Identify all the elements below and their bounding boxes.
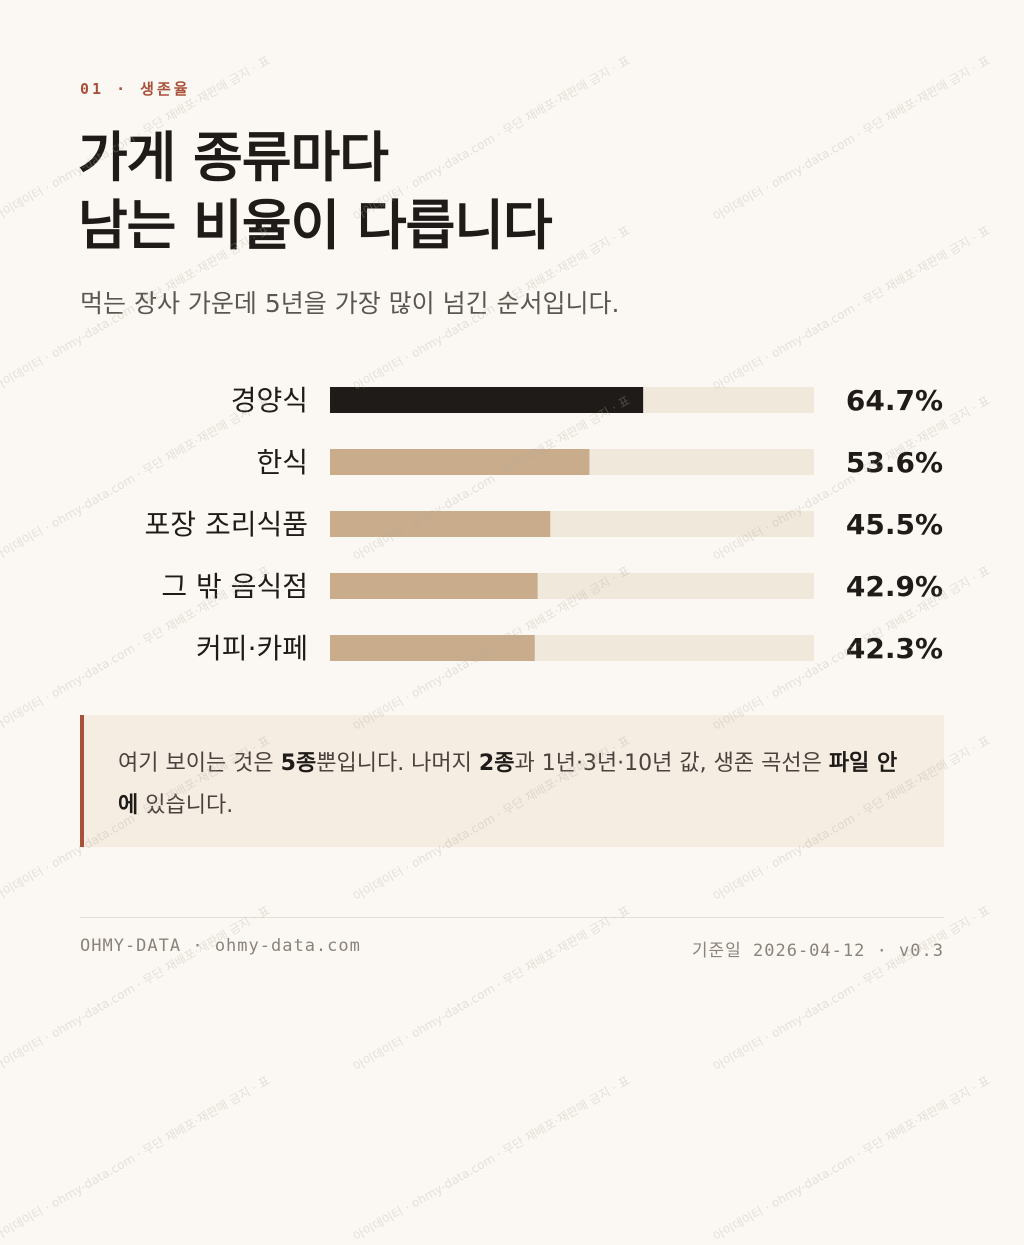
callout-bold-3: 파일 안에	[118, 751, 898, 818]
watermark-text: 아이데이터 · ohmy-data.com · 무단 재배포·재판매 금지 · …	[711, 1073, 993, 1244]
value-label: 45.5%	[846, 508, 943, 541]
survival-bar-chart: 경양식 64.7% 한식 53.6% 포장 조리식품 45.5% 그 밖 음식점 42.9% 커…	[145, 384, 943, 665]
footer-date-version: 기준일 2026-04-12 · v0.3	[691, 941, 944, 961]
category-label: 그 밖 음식점	[161, 570, 308, 603]
footer-divider	[80, 917, 944, 918]
watermark-text: 아이데이터 · ohmy-data.com · 무단 재배포·재판매 금지 · …	[711, 223, 993, 394]
watermark-text: 아이데이터 · ohmy-data.com · 무단 재배포·재판매 금지 · …	[351, 903, 633, 1074]
callout-bold-1: 5종	[280, 751, 317, 776]
callout-bold-2: 2종	[478, 751, 515, 776]
watermark-text: 아이데이터 · ohmy-data.com · 무단 재배포·재판매 금지 · …	[351, 1073, 633, 1244]
category-label: 한식	[256, 446, 308, 479]
value-label: 53.6%	[846, 446, 943, 479]
footer-brand: OHMY-DATA · ohmy-data.com	[80, 936, 361, 956]
category-label: 경양식	[231, 384, 308, 417]
value-label: 64.7%	[846, 384, 943, 417]
watermark-text: 아이데이터 · ohmy-data.com · 무단 재배포·재판매 금지 · …	[711, 53, 993, 224]
section-kicker: 01 · 생존율	[80, 80, 191, 98]
watermark-text: 아이데이터 · ohmy-data.com · 무단 재배포·재판매 금지 · …	[711, 903, 993, 1074]
title-line-2: 남는 비율이 다릅니다	[78, 194, 553, 257]
bar	[330, 387, 644, 413]
watermark-text: 아이데이터 · ohmy-data.com · 무단 재배포·재판매 금지 · …	[0, 903, 273, 1074]
callout-text-3: 과 1년·3년·10년 값, 생존 곡선은	[514, 751, 829, 776]
value-label: 42.9%	[846, 570, 943, 603]
value-label: 42.3%	[846, 632, 943, 665]
callout-text-1: 여기 보이는 것은	[118, 751, 281, 776]
info-callout: 여기 보이는 것은 5종뿐입니다. 나머지 2종과 1년·3년·10년 값, 생…	[80, 715, 944, 847]
bar	[330, 635, 535, 661]
category-label: 커피·카페	[196, 632, 308, 665]
category-label: 포장 조리식품	[145, 508, 308, 541]
callout-text-4: 있습니다.	[138, 793, 234, 818]
bar	[330, 573, 538, 599]
bar	[330, 449, 590, 475]
title-line-1: 가게 종류마다	[78, 126, 389, 189]
bar	[330, 511, 551, 537]
watermark-text: 아이데이터 · ohmy-data.com · 무단 재배포·재판매 금지 · …	[0, 1073, 273, 1244]
page-title: 가게 종류마다 남는 비율이 다릅니다	[78, 124, 553, 260]
page-subtitle: 먹는 장사 가운데 5년을 가장 많이 넘긴 순서입니다.	[80, 289, 620, 318]
callout-text-2: 뿐입니다. 나머지	[316, 751, 479, 776]
